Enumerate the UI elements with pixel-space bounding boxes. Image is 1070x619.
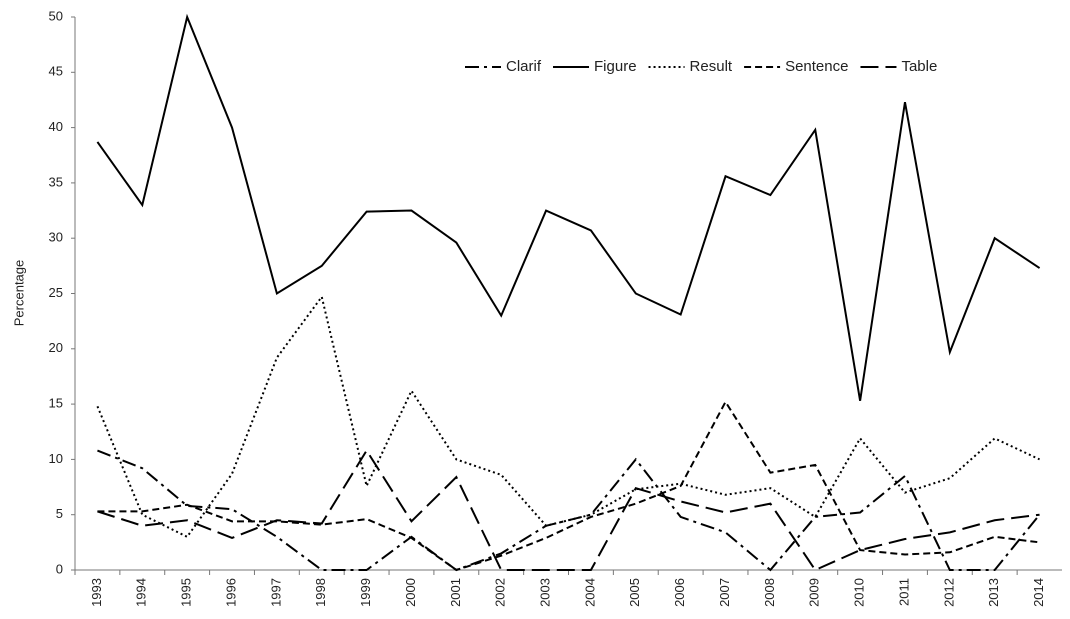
x-tick-label: 1994 — [134, 578, 149, 607]
y-tick-label: 35 — [49, 174, 63, 189]
x-tick-label: 2006 — [672, 578, 687, 607]
x-tick-label: 2004 — [582, 578, 597, 607]
x-tick-label: 1999 — [358, 578, 373, 607]
y-tick-label: 30 — [49, 230, 63, 245]
x-tick-label: 2003 — [538, 578, 553, 607]
x-tick-label: 1993 — [89, 578, 104, 607]
legend-label: Result — [690, 58, 733, 75]
x-tick-label: 1998 — [313, 578, 328, 607]
y-tick-label: 40 — [49, 119, 63, 134]
y-tick-label: 50 — [49, 8, 63, 23]
x-tick-label: 2010 — [852, 578, 867, 607]
y-axis-label: Percentage — [11, 260, 26, 327]
series-line — [96, 13, 1041, 401]
x-tick-label: 2005 — [627, 578, 642, 607]
y-tick-label: 25 — [49, 285, 63, 300]
legend-label: Sentence — [785, 58, 848, 75]
x-tick-label: 2002 — [493, 578, 508, 607]
x-tick-label: 1996 — [223, 578, 238, 607]
x-tick-label: 2008 — [762, 578, 777, 607]
y-tick-label: 45 — [49, 64, 63, 79]
legend-label: Figure — [594, 58, 637, 75]
series-line — [97, 449, 1041, 572]
x-tick-label: 2009 — [807, 578, 822, 607]
x-tick-label: 2012 — [941, 578, 956, 607]
y-tick-label: 10 — [49, 451, 63, 466]
legend-label: Table — [901, 58, 937, 75]
series-line — [97, 448, 1040, 572]
y-tick-label: 0 — [56, 561, 63, 576]
y-tick-label: 15 — [49, 396, 63, 411]
x-tick-label: 2007 — [717, 578, 732, 607]
y-tick-label: 20 — [49, 340, 63, 355]
x-tick-label: 2013 — [986, 578, 1001, 607]
x-tick-label: 2001 — [448, 578, 463, 607]
x-tick-label: 2014 — [1031, 578, 1046, 607]
x-tick-label: 1995 — [179, 578, 194, 607]
series-line — [96, 294, 1040, 539]
legend-label: Clarif — [506, 58, 542, 75]
x-tick-label: 2011 — [896, 578, 911, 606]
series-line — [97, 399, 1040, 572]
y-tick-label: 5 — [56, 506, 63, 521]
x-tick-label: 2000 — [403, 578, 418, 607]
x-tick-label: 1997 — [268, 578, 283, 607]
